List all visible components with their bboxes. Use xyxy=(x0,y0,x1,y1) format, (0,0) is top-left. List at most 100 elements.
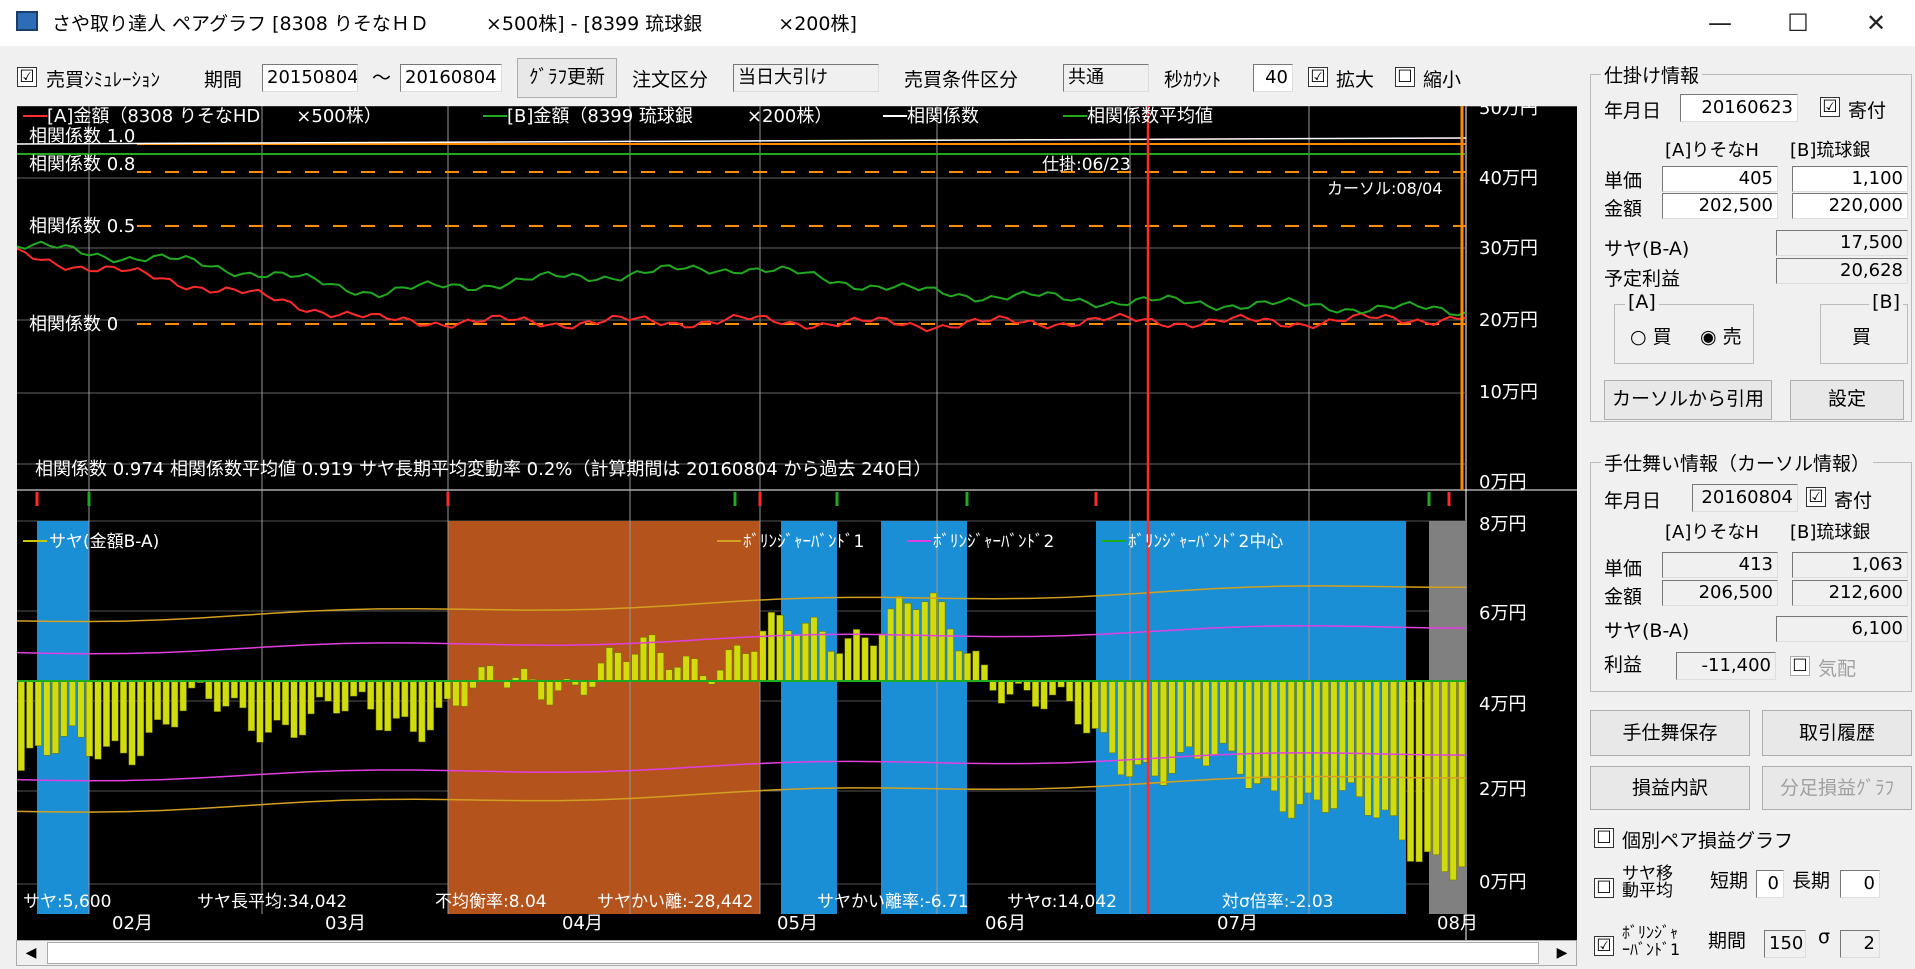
saya-bar xyxy=(546,680,554,706)
zoom-out-checkbox[interactable]: ☐ xyxy=(1395,67,1415,87)
saya-bar xyxy=(1458,680,1466,868)
corr-label-1: 相関係数 1.0 xyxy=(29,126,135,147)
entry-col-a: [A]りそなH xyxy=(1665,140,1759,161)
trade-history-button[interactable]: 取引履歴 xyxy=(1762,710,1912,756)
saya-bar xyxy=(1449,680,1457,881)
saya-bar xyxy=(307,680,315,715)
saya-bar xyxy=(68,680,76,727)
saya-bar xyxy=(1415,680,1423,863)
bottom-legend-label: ﾎﾞﾘﾝｼﾞｬｰﾊﾞﾝﾄﾞ2中心 xyxy=(1128,532,1283,552)
bollinger-period-label: 期間 xyxy=(1708,930,1747,952)
period-to-input[interactable]: 20160804 xyxy=(400,64,502,92)
bollinger-checkbox[interactable]: ☑ xyxy=(1594,936,1614,956)
saya-bar xyxy=(290,680,298,738)
entry-date-input[interactable]: 20160623 xyxy=(1680,94,1798,122)
saya-bar xyxy=(1040,680,1048,710)
settings-button[interactable]: 設定 xyxy=(1790,380,1904,420)
seconds-input[interactable]: 40 xyxy=(1253,64,1293,92)
saya-bar xyxy=(1381,680,1389,811)
period-tilde: 〜 xyxy=(372,67,392,89)
sigma-input[interactable]: 2 xyxy=(1840,930,1880,958)
saya-bar xyxy=(230,680,238,699)
saya-bar xyxy=(1219,680,1227,744)
individual-pair-checkbox[interactable]: ☐ xyxy=(1594,828,1614,848)
saya-bar xyxy=(1330,680,1338,809)
saya-bar xyxy=(1355,680,1363,798)
top-y-tick: 10万円 xyxy=(1479,382,1538,403)
zoom-in-checkbox[interactable]: ☑ xyxy=(1308,67,1328,87)
entry-yoritsuki-checkbox[interactable]: ☑ xyxy=(1820,97,1840,117)
exit-profit-label: 利益 xyxy=(1604,654,1643,676)
saya-bar xyxy=(137,680,145,757)
order-type-field[interactable]: 当日大引け xyxy=(733,64,879,92)
entry-b-unit[interactable]: 1,100 xyxy=(1792,166,1908,192)
minimize-button[interactable]: — xyxy=(1708,9,1732,37)
saya-bar xyxy=(460,680,468,707)
kehai-checkbox[interactable]: ☐ xyxy=(1790,656,1810,676)
saya-bar xyxy=(478,666,486,682)
saya-bar xyxy=(733,645,741,682)
condition-field[interactable]: 共通 xyxy=(1063,64,1149,92)
graph-update-button[interactable]: ｸﾞﾗﾌ更新 xyxy=(517,58,617,98)
saya-bar xyxy=(1091,680,1099,729)
saya-bar xyxy=(435,680,443,708)
entry-a-unit[interactable]: 405 xyxy=(1662,166,1778,192)
exit-saya-label: サヤ(B-A) xyxy=(1604,620,1690,642)
saya-bar xyxy=(452,680,460,707)
maximize-button[interactable]: ☐ xyxy=(1787,9,1809,37)
scroll-left-icon[interactable]: ◀ xyxy=(25,945,37,961)
saya-bar xyxy=(665,669,673,682)
bottom-y-tick: 2万円 xyxy=(1479,779,1526,800)
bollinger-period-input[interactable]: 150 xyxy=(1764,930,1806,958)
period-from-input[interactable]: 20150804 xyxy=(262,64,358,92)
saya-bar xyxy=(350,680,358,697)
ma-short-input[interactable]: 0 xyxy=(1756,870,1784,898)
saya-bar xyxy=(1253,680,1261,784)
entry-unit-label: 単価 xyxy=(1604,170,1643,192)
ma-long-input[interactable]: 0 xyxy=(1840,870,1880,898)
close-button[interactable]: ✕ xyxy=(1865,9,1887,37)
entry-b-amount[interactable]: 220,000 xyxy=(1792,193,1908,219)
from-cursor-button[interactable]: カーソルから引用 xyxy=(1604,380,1772,420)
simulation-checkbox[interactable]: ☑ xyxy=(17,67,37,87)
zoom-out-label: 縮小 xyxy=(1423,69,1462,91)
exit-yoritsuki-checkbox[interactable]: ☑ xyxy=(1806,487,1826,507)
scroll-thumb[interactable] xyxy=(47,942,1539,964)
bollinger-label: ﾎﾞﾘﾝｼﾞｬ ｰﾊﾞﾝﾄﾞ1 xyxy=(1622,923,1681,959)
saya-bar xyxy=(895,596,903,682)
title-bar: さや取り達人 ペアグラフ [8308 りそなＨＤ ×500株] - [8399 … xyxy=(0,0,1915,46)
entry-a-amount[interactable]: 202,500 xyxy=(1662,193,1778,219)
entry-sell-radio[interactable]: ◉ 売 xyxy=(1700,322,1742,349)
save-exit-button[interactable]: 手仕舞保存 xyxy=(1590,710,1750,756)
horizontal-scrollbar[interactable]: ◀ ▶ xyxy=(16,940,1577,966)
bottom-legend-label: サヤ(金額B-A) xyxy=(49,532,159,552)
saya-bar xyxy=(878,633,886,682)
saya-bar xyxy=(401,680,409,718)
saya-bar xyxy=(1066,680,1074,702)
saya-bar xyxy=(26,680,34,749)
saya-bar xyxy=(844,638,852,682)
pnl-detail-button[interactable]: 損益内訳 xyxy=(1590,766,1750,810)
saya-bar xyxy=(767,612,775,682)
saya-bar xyxy=(60,680,68,737)
saya-bar xyxy=(904,603,912,682)
scroll-right-icon[interactable]: ▶ xyxy=(1556,945,1568,961)
saya-bar xyxy=(691,658,699,682)
x-tick: 04月 xyxy=(562,913,603,934)
pair-chart[interactable]: [A]金額（8308 りそなHD ×500株） [B]金額（8399 琉球銀 ×2… xyxy=(17,106,1577,940)
exit-col-b: [B]琉球銀 xyxy=(1790,522,1871,543)
ma-checkbox[interactable]: ☐ xyxy=(1594,878,1614,898)
entry-yoritsuki-label: 寄付 xyxy=(1848,100,1887,122)
exit-info-panel: 手仕舞い情報（カーソル情報） xyxy=(1590,449,1912,692)
bottom-y-tick: 4万円 xyxy=(1479,694,1526,715)
saya-bar xyxy=(264,680,272,733)
bottom-stat: サヤ:5,600 xyxy=(23,892,111,912)
exit-yoritsuki-label: 寄付 xyxy=(1834,490,1873,512)
corr-label-0: 相関係数 0 xyxy=(29,314,118,335)
saya-bar xyxy=(776,614,784,682)
saya-bar xyxy=(1398,680,1406,841)
entry-saya-label: サヤ(B-A) xyxy=(1604,238,1690,260)
saya-bar xyxy=(1424,680,1432,853)
saya-bar xyxy=(162,680,170,725)
entry-buy-radio[interactable]: ○ 買 xyxy=(1630,322,1672,349)
